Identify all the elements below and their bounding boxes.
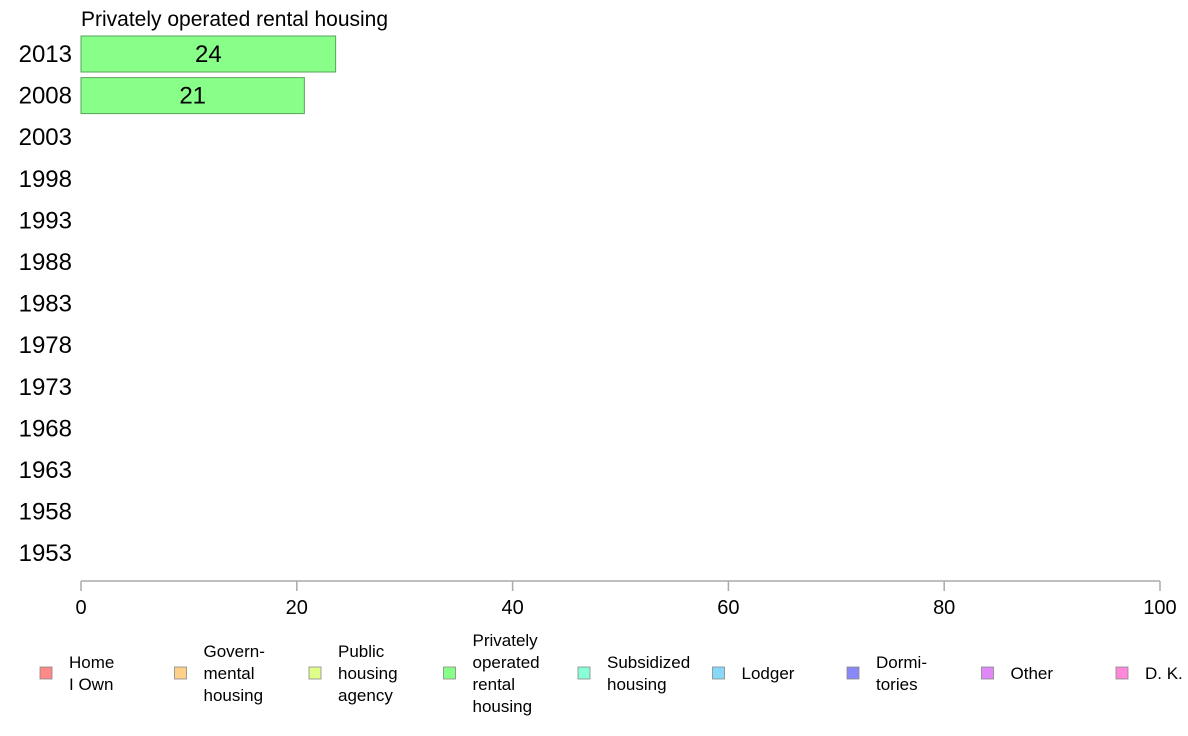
legend-label: mental bbox=[204, 664, 255, 683]
legend-swatch bbox=[712, 666, 725, 680]
y-label-2003: 2003 bbox=[19, 124, 72, 151]
legend-swatch bbox=[443, 666, 456, 680]
legend-label: Govern- bbox=[204, 642, 265, 661]
x-tick-label-60: 60 bbox=[717, 597, 739, 619]
legend-label: Lodger bbox=[742, 664, 795, 683]
legend-label: Home bbox=[69, 653, 114, 672]
legend-swatch bbox=[577, 666, 591, 680]
bar-2013 bbox=[80, 35, 337, 73]
x-tick-label-40: 40 bbox=[501, 597, 523, 619]
legend-swatch bbox=[1115, 666, 1129, 680]
legend-item: Public housing agency bbox=[308, 642, 398, 705]
y-label-1963: 1963 bbox=[19, 457, 72, 484]
value-label-2008: 21 bbox=[179, 83, 206, 110]
y-label-1973: 1973 bbox=[19, 374, 72, 401]
legend-label: Subsidized bbox=[607, 653, 690, 672]
x-tick-label-20: 20 bbox=[286, 597, 308, 619]
y-label-2013: 2013 bbox=[19, 41, 72, 68]
legend-item: Home I Own bbox=[39, 653, 114, 694]
legend-label: agency bbox=[338, 686, 393, 705]
value-label-2013: 24 bbox=[195, 41, 222, 68]
legend-swatch bbox=[39, 666, 53, 680]
x-tick-label-0: 0 bbox=[75, 597, 86, 619]
legend-swatch bbox=[174, 666, 187, 680]
legend-item: Privately operated rental housing bbox=[443, 631, 540, 716]
y-label-2008: 2008 bbox=[19, 83, 72, 110]
y-label-1953: 1953 bbox=[19, 540, 72, 567]
legend-label: housing bbox=[204, 686, 264, 705]
x-axis: 0 20 40 60 80 100 bbox=[75, 580, 1177, 619]
x-tick-label-80: 80 bbox=[933, 597, 955, 619]
bar-2008 bbox=[80, 77, 305, 115]
legend-label: tories bbox=[876, 675, 918, 694]
legend: Home I Own Govern-mental housing Public hous… bbox=[39, 631, 1183, 716]
legend-label: housing bbox=[338, 664, 398, 683]
legend-label: rental bbox=[473, 675, 516, 694]
y-label-1998: 1998 bbox=[19, 166, 72, 193]
y-label-1958: 1958 bbox=[19, 499, 72, 526]
legend-item: Other bbox=[981, 664, 1054, 683]
legend-label: housing bbox=[607, 675, 667, 694]
y-label-1988: 1988 bbox=[19, 249, 72, 276]
legend-swatch bbox=[981, 666, 994, 680]
legend-item: Lodger bbox=[712, 664, 795, 683]
legend-item: D. K. bbox=[1115, 664, 1183, 683]
y-label-1983: 1983 bbox=[19, 291, 72, 318]
legend-label: Privately bbox=[473, 631, 539, 650]
legend-swatch bbox=[846, 666, 860, 680]
legend-label: housing bbox=[473, 697, 533, 716]
legend-item: Subsidized housing bbox=[577, 653, 690, 694]
legend-label: operated bbox=[473, 653, 540, 672]
legend-item: Govern-mental housing bbox=[174, 642, 265, 705]
chart-title: Privately operated rental housing bbox=[81, 8, 388, 31]
legend-label: I Own bbox=[69, 675, 113, 694]
legend-item: Dormi-tories bbox=[846, 653, 927, 694]
legend-label: Other bbox=[1011, 664, 1054, 683]
y-label-1978: 1978 bbox=[19, 332, 72, 359]
y-label-1968: 1968 bbox=[19, 415, 72, 442]
legend-swatch bbox=[308, 666, 322, 680]
legend-label: D. K. bbox=[1145, 664, 1183, 683]
legend-label: Public bbox=[338, 642, 385, 661]
legend-label: Dormi- bbox=[876, 653, 927, 672]
x-tick-label-100: 100 bbox=[1143, 597, 1176, 619]
y-label-1993: 1993 bbox=[19, 207, 72, 234]
bars-group: 24 21 bbox=[80, 35, 337, 115]
y-axis-labels: 2013 2008 2003 1998 1993 1988 1983 1978 1973 1968… bbox=[19, 41, 72, 567]
